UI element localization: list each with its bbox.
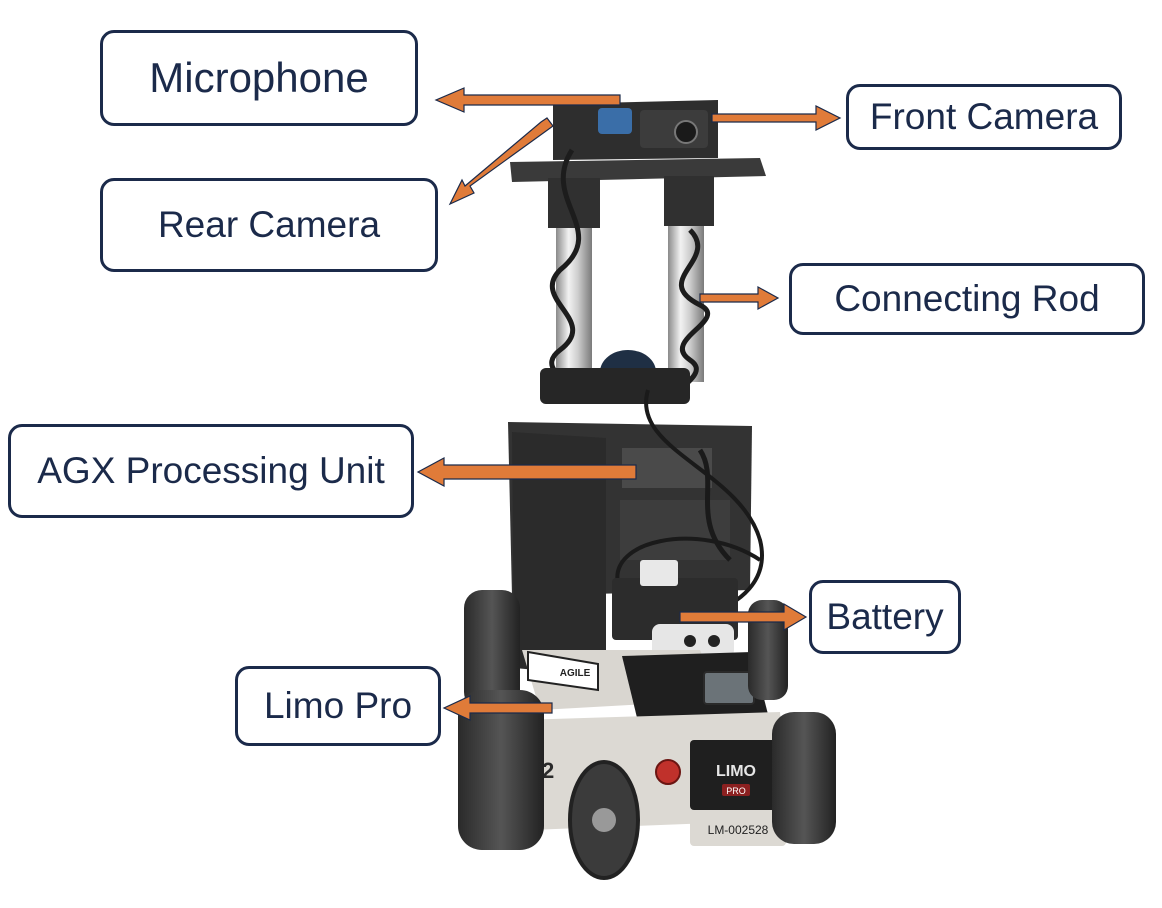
- connecting-rod-arrow: [699, 285, 780, 311]
- right-post-block: [664, 176, 714, 226]
- rod-cable-right: [678, 228, 711, 392]
- robot-illustration: LIMO PRO LM-002528 AGILE 02: [458, 100, 836, 880]
- front-camera-body: [640, 110, 708, 148]
- limo-pro-arrow: [442, 695, 553, 721]
- wheel-front-left: [458, 690, 544, 850]
- battery-arrow: [679, 602, 808, 632]
- wheel-front-left-cap: [592, 808, 616, 832]
- limo-front-plate: [690, 740, 782, 810]
- wheel-rear-right: [748, 600, 788, 700]
- agile-sticker-text: AGILE: [560, 668, 591, 679]
- limo-serial: LM-002528: [708, 823, 769, 837]
- label-battery-text: Battery: [826, 596, 944, 637]
- limo-brand: LIMO: [716, 763, 756, 780]
- limo-screen: [703, 671, 755, 705]
- wheel-front-right: [772, 712, 836, 844]
- depth-camera-lens-1: [684, 635, 696, 647]
- label-limo-pro-text: Limo Pro: [263, 685, 413, 726]
- wheel-rear-left: [464, 590, 520, 710]
- microphone-device: [598, 108, 632, 134]
- rod-cable-left: [549, 148, 582, 388]
- label-limo-pro: Limo Pro: [235, 666, 441, 746]
- agx-processing-unit-arrow: [416, 456, 637, 488]
- battery-holder: [640, 560, 678, 586]
- limo-lower-plate: [690, 812, 786, 846]
- emergency-stop-button: [655, 759, 681, 785]
- front-cable-2: [697, 448, 732, 562]
- label-microphone-text: Microphone: [149, 54, 369, 101]
- microphone-arrow: [434, 87, 621, 113]
- depth-camera-lens-2: [708, 635, 720, 647]
- front-camera-arrow: [711, 105, 842, 131]
- agile-sticker: [527, 650, 599, 692]
- lidar-base: [540, 368, 690, 404]
- limo-pro-badge: [722, 784, 750, 796]
- front-camera-lens: [674, 120, 698, 144]
- label-front-camera: Front Camera: [846, 84, 1122, 150]
- label-agx-processing-unit: AGX Processing Unit: [8, 424, 414, 518]
- label-agx-processing-unit-text: AGX Processing Unit: [37, 450, 385, 491]
- label-front-camera-text: Front Camera: [869, 96, 1099, 137]
- label-connecting-rod: Connecting Rod: [789, 263, 1145, 335]
- label-microphone: Microphone: [100, 30, 418, 126]
- label-rear-camera: Rear Camera: [100, 178, 438, 272]
- limo-pro-badge-text: PRO: [726, 786, 746, 796]
- label-connecting-rod-text: Connecting Rod: [834, 278, 1100, 319]
- agx-enclosure-front: [512, 432, 606, 676]
- label-battery: Battery: [809, 580, 961, 654]
- rear-camera-arrow: [448, 117, 554, 206]
- label-rear-camera-text: Rear Camera: [157, 204, 381, 245]
- arrows: [416, 87, 842, 721]
